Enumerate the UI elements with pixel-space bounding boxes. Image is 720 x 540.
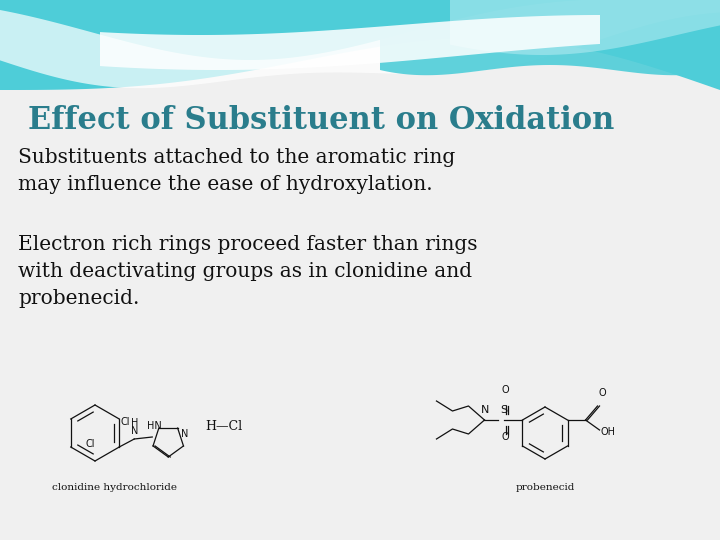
Polygon shape [380, 0, 720, 75]
Polygon shape [450, 0, 720, 55]
Text: O: O [598, 388, 606, 398]
Text: O: O [502, 385, 509, 395]
Text: Effect of Substituent on Oxidation: Effect of Substituent on Oxidation [28, 105, 614, 136]
Text: N: N [480, 405, 489, 415]
Text: Electron rich rings proceed faster than rings
with deactivating groups as in clo: Electron rich rings proceed faster than … [18, 235, 477, 308]
Text: N: N [181, 429, 189, 439]
Text: Cl: Cl [120, 417, 130, 427]
Text: S: S [500, 405, 508, 415]
Text: N: N [130, 426, 138, 436]
Text: O: O [502, 432, 509, 442]
Text: H—Cl: H—Cl [205, 420, 242, 433]
Text: Substituents attached to the aromatic ring
may influence the ease of hydroxylati: Substituents attached to the aromatic ri… [18, 148, 455, 194]
Text: OH: OH [600, 427, 616, 437]
Polygon shape [0, 0, 720, 90]
Polygon shape [0, 0, 720, 88]
Text: clonidine hydrochloride: clonidine hydrochloride [53, 483, 178, 492]
Text: Cl: Cl [85, 439, 95, 449]
Polygon shape [100, 15, 600, 70]
Text: probenecid: probenecid [516, 483, 575, 492]
Text: H: H [130, 418, 138, 428]
Text: HN: HN [147, 421, 161, 431]
